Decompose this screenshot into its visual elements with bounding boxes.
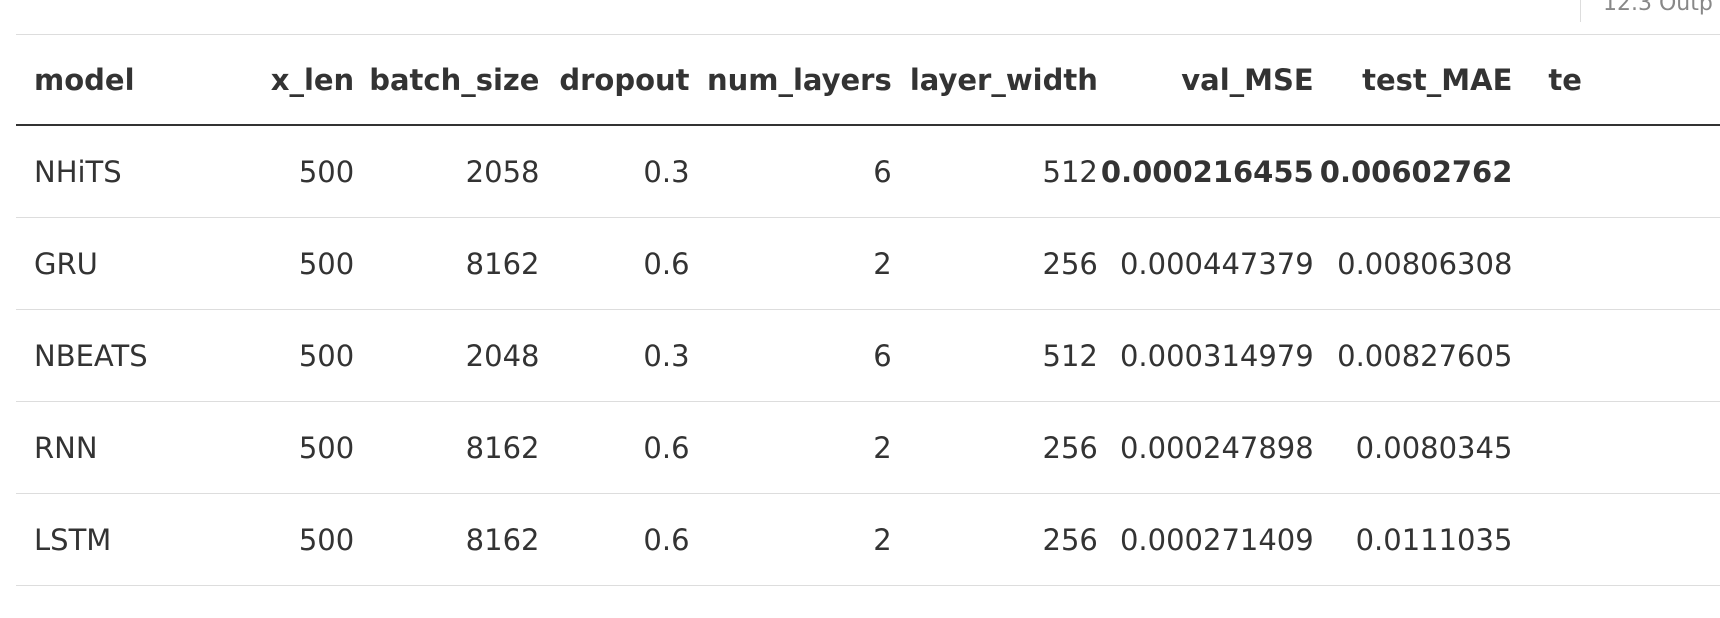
cell-batch-size: 8162	[354, 217, 540, 310]
results-table: model x_len batch_size dropout num_layer…	[16, 34, 1720, 586]
cell-model: LSTM	[16, 493, 250, 586]
cell-layer-width: 256	[891, 401, 1098, 494]
cell-truncated	[1512, 401, 1720, 494]
table-row: GRU 500 8162 0.6 2 256 0.000447379 0.008…	[16, 217, 1720, 310]
header-dropout[interactable]: dropout	[539, 34, 690, 126]
table-row: RNN 500 8162 0.6 2 256 0.000247898 0.008…	[16, 401, 1720, 494]
cell-dropout: 0.3	[539, 309, 690, 402]
cell-x-len: 500	[249, 125, 355, 218]
cell-x-len: 500	[249, 401, 355, 494]
cell-num-layers: 2	[689, 217, 892, 310]
cell-val-mse-best: 0.000216455	[1097, 125, 1314, 218]
cell-dropout: 0.6	[539, 401, 690, 494]
cell-test-mae: 0.0111035	[1313, 493, 1513, 586]
header-model[interactable]: model	[16, 34, 250, 126]
cell-layer-width: 256	[891, 217, 1098, 310]
cell-truncated	[1512, 217, 1720, 310]
cell-truncated	[1512, 309, 1720, 402]
header-x-len[interactable]: x_len	[249, 34, 355, 126]
cell-num-layers: 6	[689, 125, 892, 218]
table-row: NBEATS 500 2048 0.3 6 512 0.000314979 0.…	[16, 309, 1720, 402]
header-val-mse[interactable]: val_MSE	[1097, 34, 1314, 126]
cell-model: NHiTS	[16, 125, 250, 218]
cell-dropout: 0.6	[539, 493, 690, 586]
cell-dropout: 0.3	[539, 125, 690, 218]
cell-truncated	[1512, 493, 1720, 586]
cell-num-layers: 6	[689, 309, 892, 402]
header-row: model x_len batch_size dropout num_layer…	[16, 34, 1720, 126]
cell-val-mse: 0.000271409	[1097, 493, 1314, 586]
corner-note: 12.3 Outp	[1580, 0, 1713, 22]
cell-x-len: 500	[249, 217, 355, 310]
header-test-mae[interactable]: test_MAE	[1313, 34, 1513, 126]
cell-val-mse: 0.000247898	[1097, 401, 1314, 494]
cell-layer-width: 512	[891, 125, 1098, 218]
cell-num-layers: 2	[689, 493, 892, 586]
cell-test-mae: 0.00806308	[1313, 217, 1513, 310]
cell-test-mae-best: 0.00602762	[1313, 125, 1513, 218]
cell-test-mae: 0.00827605	[1313, 309, 1513, 402]
header-num-layers[interactable]: num_layers	[689, 34, 892, 126]
header-layer-width[interactable]: layer_width	[891, 34, 1098, 126]
cell-layer-width: 256	[891, 493, 1098, 586]
cell-model: NBEATS	[16, 309, 250, 402]
cell-test-mae: 0.0080345	[1313, 401, 1513, 494]
cell-x-len: 500	[249, 493, 355, 586]
cell-dropout: 0.6	[539, 217, 690, 310]
cell-truncated	[1512, 125, 1720, 218]
table-row: LSTM 500 8162 0.6 2 256 0.000271409 0.01…	[16, 493, 1720, 586]
header-batch-size[interactable]: batch_size	[354, 34, 540, 126]
cell-val-mse: 0.000447379	[1097, 217, 1314, 310]
cell-batch-size: 8162	[354, 401, 540, 494]
cell-batch-size: 2058	[354, 125, 540, 218]
cell-num-layers: 2	[689, 401, 892, 494]
cell-batch-size: 8162	[354, 493, 540, 586]
cell-layer-width: 512	[891, 309, 1098, 402]
cell-x-len: 500	[249, 309, 355, 402]
cell-model: GRU	[16, 217, 250, 310]
cell-model: RNN	[16, 401, 250, 494]
cell-batch-size: 2048	[354, 309, 540, 402]
header-truncated[interactable]: te	[1512, 34, 1720, 126]
cell-val-mse: 0.000314979	[1097, 309, 1314, 402]
table-row: NHiTS 500 2058 0.3 6 512 0.000216455 0.0…	[16, 125, 1720, 218]
